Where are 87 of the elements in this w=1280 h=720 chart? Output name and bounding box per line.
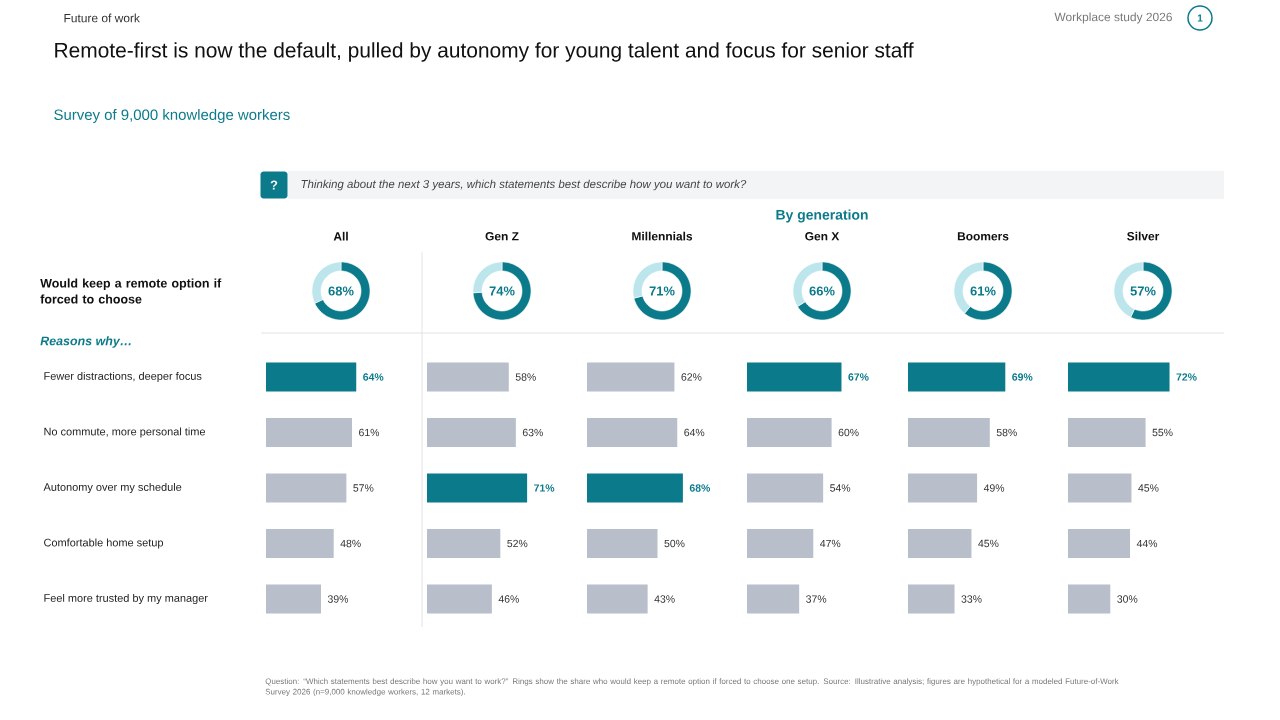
data-label: 33% [961,595,982,603]
data-label: 52% [507,539,528,548]
data-label: 69% [1012,373,1033,381]
y-tick-label: Comfortable home setup [44,538,164,549]
data-label: 49% [983,484,1005,492]
data-label: 43% [654,595,675,603]
chart-title: Silver [1127,231,1160,241]
bar [747,417,832,447]
text: 71% [649,286,675,296]
text: Future of work [64,13,140,23]
bar [427,417,516,447]
chart-title: Gen Z [485,232,519,241]
y-tick-label: No commute, more personal time [44,427,206,438]
y-tick-label: Autonomy over my schedule [43,482,182,494]
bar [908,362,1006,392]
bar [587,584,648,614]
data-label: 61% [359,428,380,437]
text: 68% [328,286,354,296]
data-label: 57% [353,484,374,492]
data-label: 55% [1152,428,1173,437]
bar [747,362,842,392]
text: Would keep a remote option if forced to choose [40,278,222,304]
text: Survey of 9,000 knowledge workers [54,109,290,123]
bar [266,528,334,558]
data-label: 64% [684,428,705,437]
bar [747,473,824,503]
bar [908,528,972,558]
data-label: 37% [806,595,827,603]
bar [747,584,800,614]
bar [427,362,509,392]
text: 74% [489,286,515,296]
text: 66% [809,286,835,296]
data-label: 54% [830,484,851,492]
bar [587,362,675,392]
bar [427,473,528,503]
text: 61% [970,286,996,296]
bar [908,584,955,614]
bar [266,473,347,503]
bar [427,528,501,558]
data-label: 67% [848,373,869,381]
data-label: 44% [1136,539,1158,548]
chart-title: Millennials [632,231,693,241]
text: Remote-first is now the default, pulled by autonomy for young talent and focus for senior staff [55,42,914,62]
y-tick-label: Feel more trusted by my manager [44,593,208,605]
data-label: 68% [689,484,711,492]
chart-title: All [333,231,348,241]
bar [747,528,814,558]
data-label: 50% [664,539,685,548]
data-label: 62% [681,373,702,381]
data-label: 64% [363,373,384,381]
chart-title: Boomers [957,232,1009,241]
data-label: 63% [522,428,543,437]
bar [266,417,353,447]
bar [1068,473,1132,503]
text: ? [270,180,278,190]
data-label: 47% [820,539,841,548]
bar [427,584,492,614]
data-label: 71% [534,484,555,492]
data-label: 58% [996,428,1017,437]
bar [587,473,683,503]
chart-title: Gen X [805,232,840,241]
bar [266,362,357,392]
data-label: 46% [498,595,519,603]
data-label: 45% [1138,484,1159,492]
bar [908,473,978,503]
text: Thinking about the next 3 years, which statements best describe how you want to work? [301,179,747,191]
data-label: 30% [1117,595,1138,603]
data-label: 39% [327,595,349,603]
text: By generation [776,209,868,223]
bar [587,417,678,447]
data-label: 45% [978,539,999,548]
text: Reasons why… [40,336,131,348]
y-tick-label: Fewer distractions, deeper focus [44,371,202,383]
bar [1068,362,1170,392]
bar [1068,417,1146,447]
data-label: 48% [340,539,361,548]
bar [908,417,990,447]
text: 1 [1197,14,1203,22]
data-label: 58% [515,373,536,381]
data-label: 72% [1176,373,1197,381]
bar [1068,584,1111,614]
text: 57% [1130,286,1156,296]
bar [587,528,658,558]
data-label: 60% [838,428,859,437]
bar [266,584,321,614]
bar [1068,528,1131,558]
text: Workplace study 2026 [1054,12,1172,24]
